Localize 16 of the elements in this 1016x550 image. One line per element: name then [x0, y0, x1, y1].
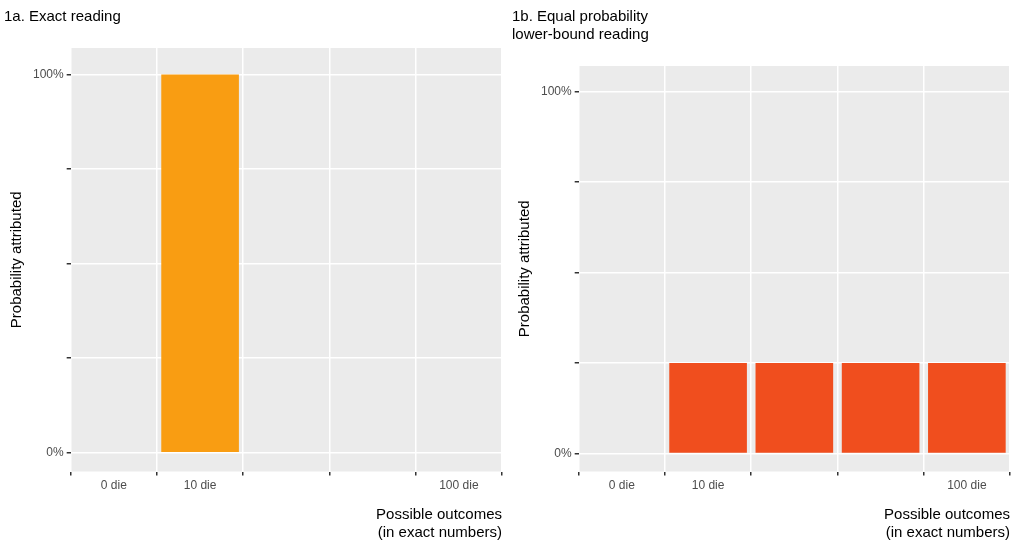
chart-title: 1a. Exact reading — [4, 7, 121, 25]
x-tick-label: 0 die — [608, 478, 636, 493]
x-tick-label: 100 die — [947, 478, 987, 493]
x-tick-label: 10 die — [183, 478, 217, 493]
x-axis-title: Possible outcomes (in exact numbers) — [884, 505, 1010, 541]
y-axis-title: Probability attributed — [515, 200, 533, 338]
y-axis-title: Probability attributed — [7, 191, 25, 329]
y-tick-label: 0% — [554, 445, 573, 460]
x-tick-label: 10 die — [691, 478, 725, 493]
x-tick-label: 100 die — [439, 478, 479, 493]
y-tick-label: 0% — [46, 445, 65, 459]
y-tick-label: 100% — [32, 66, 65, 81]
x-tick-label: 0 die — [100, 478, 128, 493]
chart-title: 1b. Equal probability lower-bound reading — [512, 7, 649, 43]
x-axis-title: Possible outcomes (in exact numbers) — [376, 505, 502, 541]
y-tick-label: 100% — [540, 83, 573, 98]
